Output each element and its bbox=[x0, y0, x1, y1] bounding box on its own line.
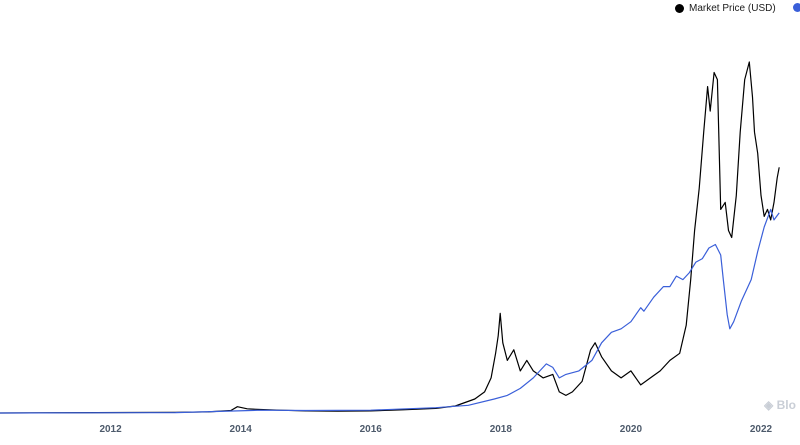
watermark: ◈ Blo bbox=[764, 398, 800, 412]
series-line-market-price bbox=[0, 61, 780, 414]
series-line-2 bbox=[0, 208, 780, 414]
legend-item-market-price[interactable]: Market Price (USD) bbox=[675, 3, 776, 14]
x-axis-ticks: 2012 2014 2016 2018 2020 2022 bbox=[99, 424, 772, 435]
x-tick-label: 2014 bbox=[230, 424, 253, 435]
legend-dot-icon bbox=[793, 3, 800, 12]
legend-dot-icon bbox=[675, 4, 684, 13]
x-tick-label: 2020 bbox=[620, 424, 643, 435]
x-tick-label: 2022 bbox=[750, 424, 773, 435]
x-tick-label: 2018 bbox=[490, 424, 513, 435]
legend-label: Market Price (USD) bbox=[689, 3, 776, 14]
legend: Market Price (USD) bbox=[0, 3, 800, 21]
watermark-text: Blo bbox=[776, 398, 796, 412]
x-tick-label: 2012 bbox=[99, 424, 122, 435]
x-tick-label: 2016 bbox=[360, 424, 383, 435]
legend-item-series-2[interactable] bbox=[793, 3, 800, 12]
blockchain-cube-icon: ◈ bbox=[764, 398, 774, 412]
series-layer bbox=[0, 61, 780, 414]
